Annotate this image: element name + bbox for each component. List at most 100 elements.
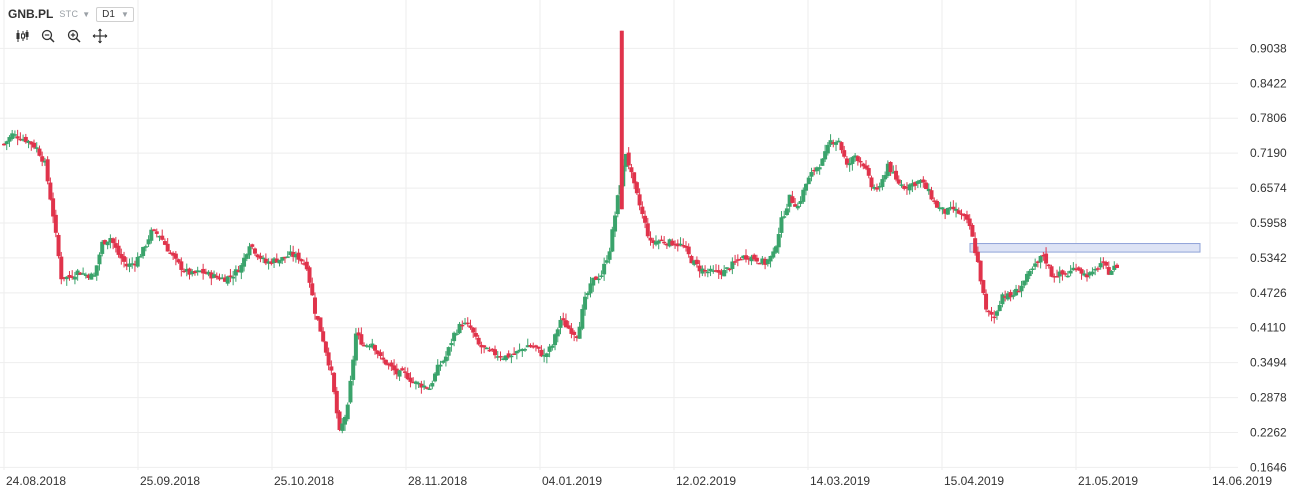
- candle-body: [97, 254, 102, 265]
- candle-body: [640, 206, 645, 215]
- candle-body: [793, 204, 798, 207]
- candle-body: [312, 297, 317, 314]
- candle-body: [304, 261, 309, 270]
- candle-body: [902, 185, 907, 189]
- zoom-in-icon[interactable]: [66, 28, 82, 44]
- candle-body: [951, 206, 956, 210]
- candle-body: [201, 268, 206, 274]
- candle-body: [310, 283, 315, 296]
- candle-body: [214, 275, 219, 278]
- candle-body: [1046, 264, 1051, 267]
- candle-body: [430, 383, 435, 387]
- candle-body: [37, 148, 42, 156]
- candle-body: [583, 296, 588, 310]
- candle-body: [255, 254, 260, 258]
- candle-body: [12, 134, 17, 136]
- candle-body: [72, 276, 77, 280]
- crosshair-icon[interactable]: [92, 28, 108, 44]
- candle-body: [334, 390, 339, 414]
- candles-icon[interactable]: [14, 28, 30, 44]
- candle-body: [154, 231, 159, 234]
- candle-body: [484, 347, 489, 350]
- candle-body: [209, 272, 214, 279]
- candle-body: [542, 355, 547, 357]
- candle-body: [894, 170, 899, 180]
- candle-body: [834, 142, 839, 145]
- candle-body: [345, 404, 350, 420]
- candle-body: [967, 218, 972, 227]
- candle-body: [842, 150, 847, 157]
- candle-body: [280, 257, 285, 261]
- candle-body: [416, 382, 421, 385]
- candle-body: [348, 380, 353, 403]
- candle-body: [1033, 263, 1038, 267]
- y-axis: 0.9038 0.8422 0.7806 0.7190 0.6574 0.5958 0.53…: [1250, 41, 1287, 474]
- candle-body: [932, 200, 937, 202]
- candle-body: [359, 334, 364, 345]
- candle-body: [558, 319, 563, 328]
- candle-body: [127, 263, 132, 267]
- candle-body: [70, 276, 75, 278]
- candle-body: [746, 258, 751, 260]
- candle-body: [962, 213, 967, 217]
- candle-body: [340, 423, 345, 431]
- candle-body: [4, 141, 9, 145]
- candle-body: [561, 318, 566, 321]
- candle-body: [937, 207, 942, 209]
- candle-body: [405, 373, 410, 380]
- candle-body: [1044, 253, 1049, 264]
- candle-body: [493, 349, 498, 356]
- candle-body: [490, 348, 495, 351]
- y-tick-label: 0.2878: [1250, 391, 1287, 405]
- chevron-down-icon[interactable]: ▼: [82, 9, 91, 19]
- y-tick-label: 0.9038: [1250, 41, 1287, 55]
- x-tick-label: 14.03.2019: [810, 474, 870, 488]
- candle-body: [302, 263, 307, 265]
- candle-body: [422, 385, 427, 388]
- resistance-zone-rect[interactable]: [969, 243, 1201, 253]
- candle-body: [787, 194, 792, 207]
- candle-body: [446, 347, 451, 356]
- candle-body: [798, 200, 803, 204]
- candle-body: [1027, 270, 1032, 277]
- candle-body: [716, 270, 721, 273]
- x-tick-label: 28.11.2018: [408, 474, 467, 488]
- candle-body: [744, 255, 748, 260]
- timeframe-select[interactable]: D1 ▼: [96, 6, 134, 22]
- candle-body: [299, 259, 304, 262]
- candle-body: [553, 334, 558, 346]
- candle-body: [945, 207, 950, 215]
- candle-body: [1115, 264, 1119, 268]
- candle-body: [544, 353, 549, 357]
- candle-body: [51, 198, 56, 217]
- x-tick-label: 04.01.2019: [542, 474, 602, 488]
- candle-body: [711, 270, 716, 272]
- x-axis: 24.08.2018 25.09.2018 25.10.2018 28.11.2018…: [6, 474, 1272, 488]
- candle-body: [806, 177, 811, 185]
- exchange-label[interactable]: STC: [59, 9, 79, 19]
- candle-body: [149, 229, 154, 241]
- candle-body: [839, 142, 844, 151]
- candle-body: [220, 277, 225, 279]
- candle-body: [602, 263, 607, 275]
- candle-body: [10, 133, 15, 139]
- candle-body: [1076, 267, 1081, 271]
- candle-body: [42, 160, 47, 163]
- zoom-out-icon[interactable]: [40, 28, 56, 44]
- candle-body: [899, 184, 904, 186]
- resistance-zone: [969, 243, 1201, 253]
- candle-body: [160, 235, 165, 240]
- candle-body: [187, 268, 192, 275]
- candle-body: [924, 182, 929, 190]
- candle-body: [48, 182, 53, 200]
- candle-body: [231, 276, 236, 279]
- candle-body: [896, 179, 901, 184]
- y-tick-label: 0.6574: [1250, 181, 1287, 195]
- candle-body: [261, 257, 266, 260]
- candle-body: [263, 258, 268, 264]
- candle-body: [1008, 292, 1013, 298]
- candle-body: [1063, 273, 1068, 275]
- candle-body: [135, 256, 140, 267]
- symbol-label[interactable]: GNB.PL: [8, 7, 54, 21]
